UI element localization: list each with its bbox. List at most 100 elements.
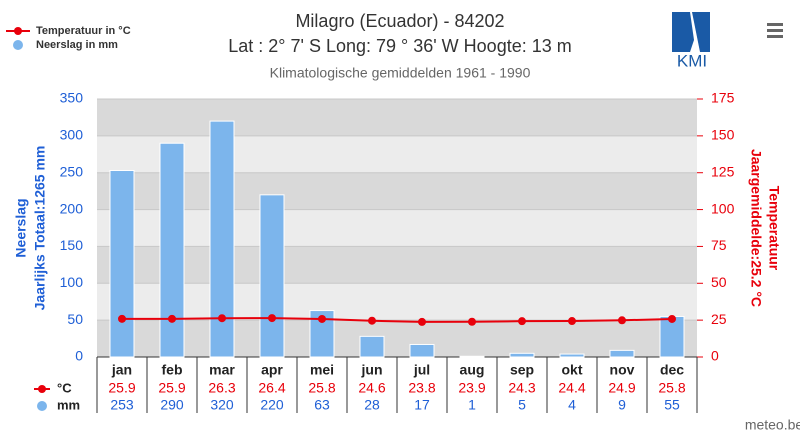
x-tick-label: apr [261, 362, 283, 378]
y-tick-label: 200 [60, 200, 84, 216]
line [122, 317, 673, 323]
table-value: 55 [664, 397, 680, 413]
y2-tick-label: 50 [711, 274, 727, 290]
point [668, 314, 676, 323]
table-value: 220 [260, 397, 284, 413]
chart-subtitle: Lat : 2° 7' S Long: 79 ° 36' W Hoogte: 1… [228, 36, 571, 56]
bar [109, 170, 135, 358]
table-value: 1 [468, 397, 476, 413]
bar [659, 315, 685, 358]
row-legend-marker [38, 385, 46, 393]
bar [359, 335, 385, 358]
plot-band [97, 320, 697, 357]
point [168, 314, 176, 323]
row-label: °C [57, 380, 72, 395]
table-value: 320 [210, 397, 234, 413]
menu-button[interactable] [764, 20, 786, 40]
point [268, 314, 276, 323]
y-axis-title: Jaarlijks Totaal:1265 mm [32, 146, 48, 311]
table-value: 25.9 [158, 380, 185, 396]
y2-axis-title: Jaargemiddelde:25.2 °C [748, 149, 764, 307]
table-value: 5 [518, 397, 526, 413]
plot-band [97, 209, 697, 247]
plot-band [97, 283, 697, 321]
table-value: 24.9 [608, 380, 635, 396]
table-value: 23.9 [458, 380, 485, 396]
y2-tick-label: 75 [711, 237, 727, 253]
table-value: 23.8 [408, 380, 435, 396]
table-value: 25.8 [658, 380, 685, 396]
y-tick-label: 350 [60, 90, 84, 106]
y-tick-label: 100 [60, 274, 84, 290]
logo-shape [672, 12, 694, 52]
row-legend-marker [37, 401, 47, 411]
plot-band [97, 246, 697, 284]
y2-tick-label: 175 [711, 90, 735, 106]
point [218, 314, 226, 323]
x-tick-label: okt [562, 362, 583, 378]
plot-band [97, 172, 697, 210]
bar [409, 343, 435, 358]
table-value: 9 [618, 397, 626, 413]
point [118, 314, 126, 323]
y-axis-title: Neerslag [13, 198, 29, 257]
logo: KMI [672, 12, 710, 70]
x-tick-label: nov [610, 362, 635, 378]
point [618, 316, 626, 325]
table-value: 25.8 [308, 380, 335, 396]
row-label: mm [57, 397, 80, 412]
x-tick-label: mar [209, 362, 235, 378]
y-tick-label: 50 [67, 311, 83, 327]
point [418, 317, 426, 326]
x-tick-label: dec [660, 362, 684, 378]
y-tick-label: 300 [60, 127, 84, 143]
table-value: 17 [414, 397, 430, 413]
y-tick-label: 250 [60, 163, 84, 179]
menu-bar [767, 35, 783, 38]
y-tick-label: 0 [75, 348, 83, 364]
point [368, 316, 376, 325]
table-value: 26.4 [258, 380, 285, 396]
chart-note: Klimatologische gemiddelden 1961 - 1990 [270, 65, 531, 81]
y-tick-label: 150 [60, 237, 84, 253]
legend-label: Neerslag in mm [36, 39, 118, 51]
bar [509, 352, 535, 358]
bar [159, 142, 185, 358]
logo-text: KMI [677, 51, 707, 70]
y2-tick-label: 150 [711, 127, 735, 143]
y2-tick-label: 100 [711, 200, 735, 216]
table-value: 290 [160, 397, 184, 413]
bar [609, 349, 635, 358]
plot-band [97, 99, 697, 136]
point [468, 317, 476, 326]
y2-tick-label: 125 [711, 163, 735, 179]
y2-tick-label: 25 [711, 311, 727, 327]
x-tick-label: jan [111, 362, 132, 378]
menu-bar [767, 23, 783, 26]
point [568, 317, 576, 326]
chart-title: Milagro (Ecuador) - 84202 [295, 11, 504, 31]
x-tick-label: aug [460, 362, 485, 378]
credit: meteo.be [745, 417, 800, 433]
table-value: 24.4 [558, 380, 585, 396]
legend-marker [13, 40, 23, 50]
menu-bar [767, 29, 783, 32]
x-tick-label: feb [162, 362, 183, 378]
y2-tick-label: 0 [711, 348, 719, 364]
x-tick-label: jun [361, 362, 383, 378]
logo-shape [692, 12, 710, 52]
table-value: 24.3 [508, 380, 535, 396]
y2-axis-title: Temperatuur [766, 186, 782, 271]
bar [559, 353, 585, 358]
point [518, 317, 526, 326]
table-value: 63 [314, 397, 330, 413]
table-value: 26.3 [208, 380, 235, 396]
bar [459, 355, 485, 358]
x-tick-label: jul [413, 362, 430, 378]
table-value: 25.9 [108, 380, 135, 396]
bar [259, 194, 285, 358]
legend-label: Temperatuur in °C [36, 25, 131, 37]
table-value: 253 [110, 397, 134, 413]
table-value: 28 [364, 397, 380, 413]
